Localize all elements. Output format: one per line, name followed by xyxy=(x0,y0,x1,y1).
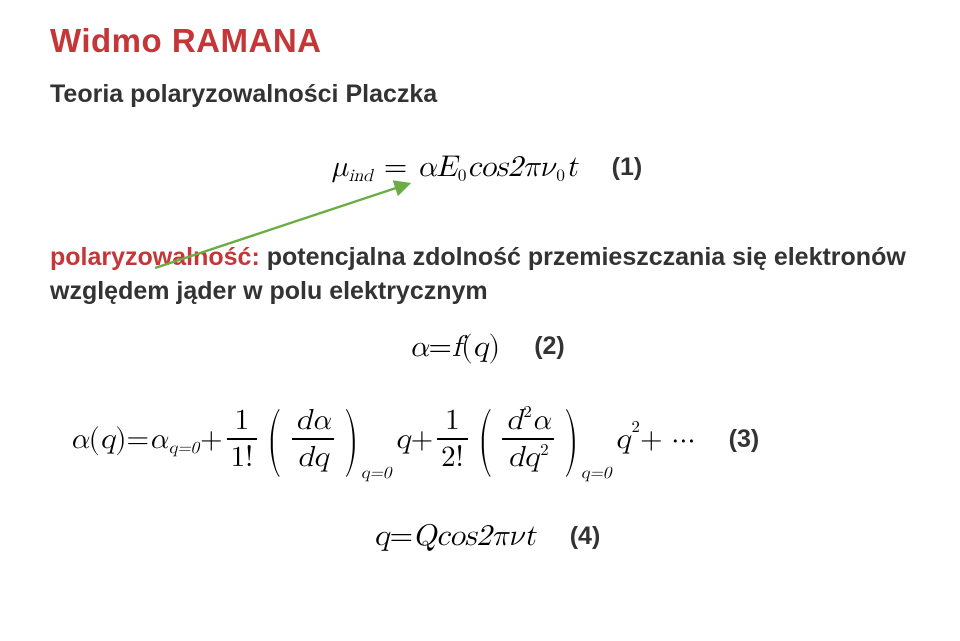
sub-0: 0 xyxy=(458,167,467,187)
e3-q1: q xyxy=(395,422,410,457)
d2d-sup: 2 xyxy=(540,442,548,459)
eq2-lp: ( xyxy=(461,329,473,365)
big-rparen-1: ) xyxy=(344,412,359,470)
e3-d1-num: dα xyxy=(292,405,335,437)
sym-E: E xyxy=(436,149,456,185)
e3-c1-den: 1! xyxy=(227,442,258,474)
slide: Widmo RAMANA Teoria polaryzowalności Pla… xyxy=(0,0,960,641)
e3-q: q xyxy=(100,422,115,457)
bar xyxy=(437,438,468,440)
definition: polaryzowalność: potencjalna zdolność pr… xyxy=(50,241,924,309)
e3-d1-den: dq xyxy=(293,442,332,474)
e3-c2: 1 2! xyxy=(437,405,468,475)
e3-d2-den: dq2 xyxy=(504,442,553,474)
e3-q2-sup: 2 xyxy=(632,418,640,438)
cos2pi: cos2π xyxy=(468,149,541,185)
e4-cos: cos2π xyxy=(436,518,509,554)
sym-f: f xyxy=(452,329,461,365)
e3-plus2: + xyxy=(411,422,434,457)
d2n-sup: 2 xyxy=(523,404,531,421)
equation-2: α = f ( q ) xyxy=(409,329,500,365)
e3-d1: dα dq xyxy=(292,405,335,475)
e3-plus1: + xyxy=(200,422,223,457)
eq4-label: (4) xyxy=(570,522,601,551)
e4-Q: Q xyxy=(413,518,436,554)
definition-term: polaryzowalność: xyxy=(50,243,260,271)
d2d-dq: dq xyxy=(508,443,539,472)
e3-d2-num: d2α xyxy=(502,405,554,437)
sub-ind: ind xyxy=(349,167,373,187)
e3-q2: q xyxy=(615,422,630,457)
e3-at0-2: q=0 xyxy=(581,464,611,484)
slide-title: Widmo RAMANA xyxy=(50,22,924,60)
e3-c2-num: 1 xyxy=(441,405,464,437)
e3-eq: = xyxy=(126,422,149,457)
e3-a0-sub: q=0 xyxy=(169,439,199,459)
e3-dots: + ⋯ xyxy=(640,422,695,457)
e3-d2: d2α dq2 xyxy=(502,405,554,475)
sym-mu: μ xyxy=(332,149,348,185)
e4-q: q xyxy=(374,518,390,554)
big-lparen-1: ( xyxy=(267,412,282,470)
e4-t: t xyxy=(524,518,536,554)
sym-t: t xyxy=(566,149,578,185)
equals: = xyxy=(374,149,417,185)
e3-c1: 1 1! xyxy=(227,405,258,475)
bar xyxy=(227,438,258,440)
eq1-label: (1) xyxy=(612,153,643,182)
sym-q: q xyxy=(473,329,489,365)
eq2-rp: ) xyxy=(489,329,501,365)
equation-1-row: μ ind = α E 0 cos2π ν 0 t (1) xyxy=(50,149,924,185)
big-lparen-2: ( xyxy=(478,412,493,470)
equation-4-row: q = Q cos2π ν t (4) xyxy=(50,518,924,554)
e4-nu: ν xyxy=(509,518,524,554)
e3-alpha: α xyxy=(70,422,89,457)
eq2-label: (2) xyxy=(534,332,565,361)
equation-4: q = Q cos2π ν t xyxy=(374,518,536,554)
d2n-a: α xyxy=(532,406,551,435)
e3-rp: ) xyxy=(115,422,126,457)
d2n-d: d xyxy=(506,406,522,435)
e4-eq: = xyxy=(390,518,413,554)
slide-subtitle: Teoria polaryzowalności Placzka xyxy=(50,80,924,109)
bar xyxy=(292,438,335,440)
sym-alpha2: α xyxy=(409,329,428,365)
sub-nu0: 0 xyxy=(556,167,565,187)
sym-nu: ν xyxy=(540,149,555,185)
e3-lp: ( xyxy=(89,422,100,457)
bar xyxy=(502,438,554,440)
equation-1: μ ind = α E 0 cos2π ν 0 t xyxy=(332,149,578,185)
sym-alpha: α xyxy=(417,149,436,185)
e3-at0-1: q=0 xyxy=(361,464,391,484)
equation-2-row: α = f ( q ) (2) xyxy=(50,329,924,365)
equation-3: α ( q ) = α q=0 + 1 1! ( dα dq ) q=0 q xyxy=(70,405,695,475)
e3-a0: α xyxy=(149,422,168,457)
eq2-eq: = xyxy=(428,329,451,365)
e3-c1-num: 1 xyxy=(231,405,254,437)
eq3-label: (3) xyxy=(729,425,760,454)
big-rparen-2: ) xyxy=(564,412,579,470)
e3-c2-den: 2! xyxy=(437,442,468,474)
equation-3-row: α ( q ) = α q=0 + 1 1! ( dα dq ) q=0 q xyxy=(50,405,924,475)
